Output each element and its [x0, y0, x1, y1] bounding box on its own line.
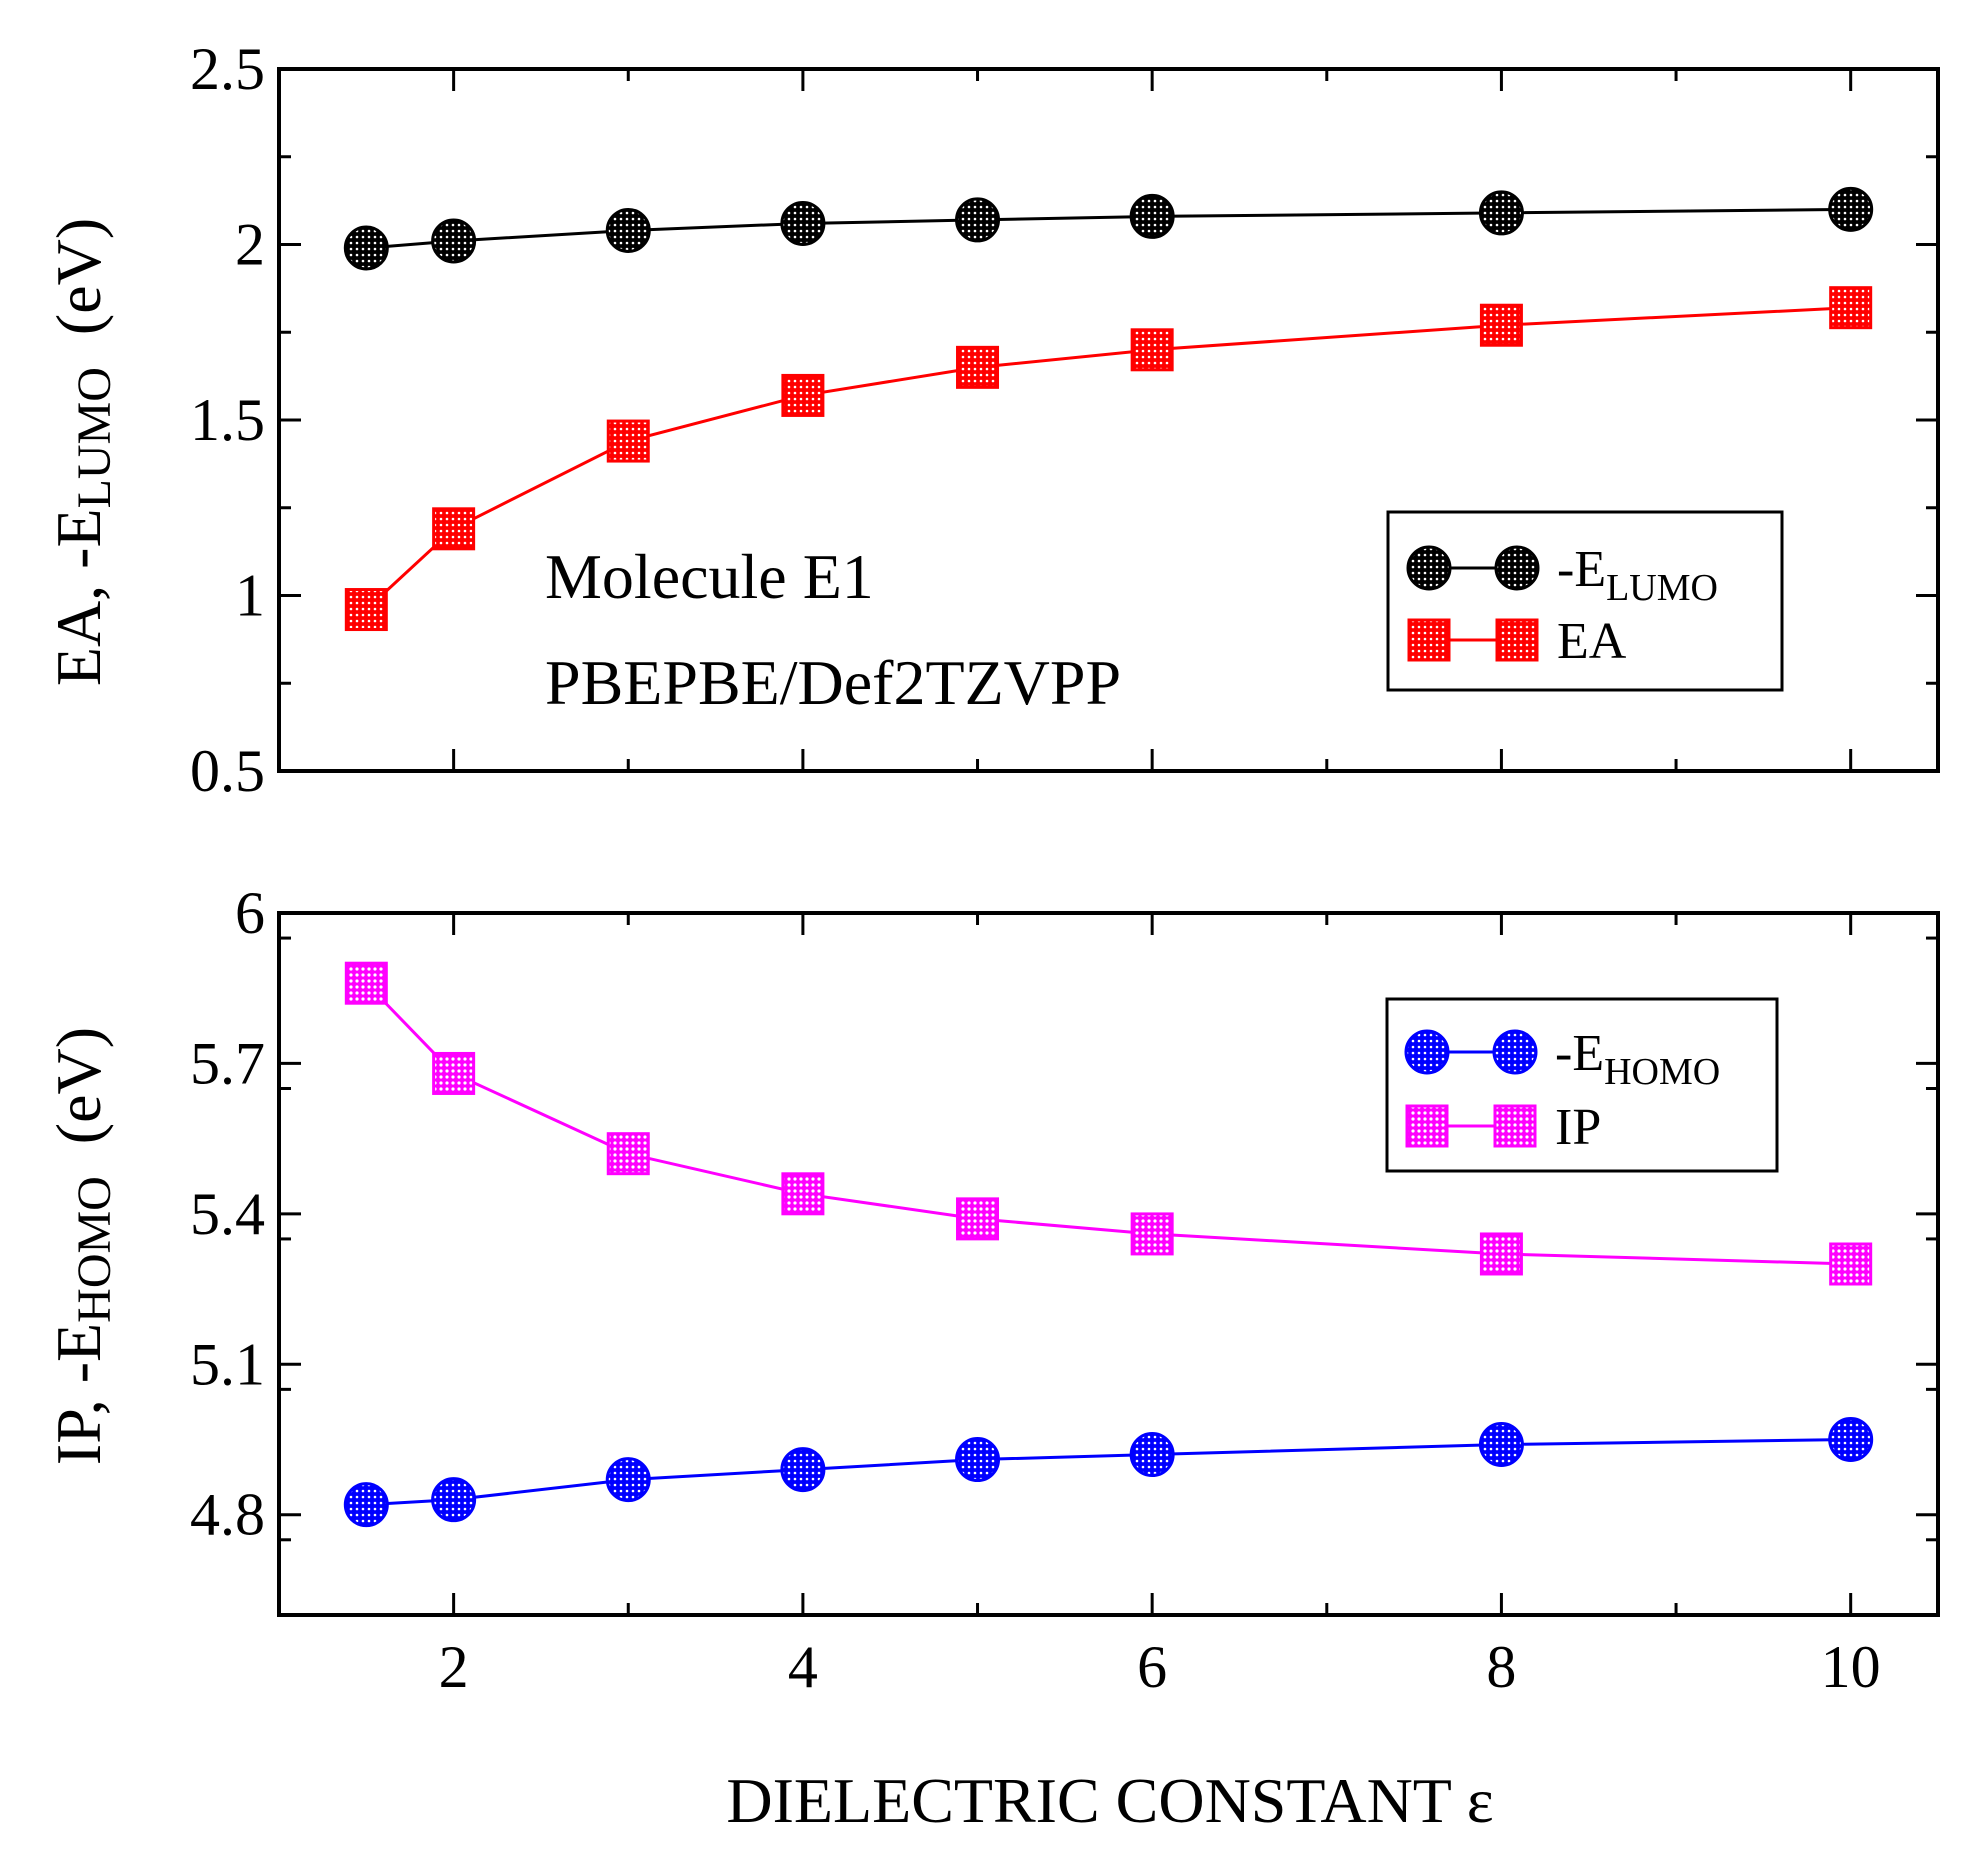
legend-label-main: IP — [1555, 1099, 1601, 1156]
top-ticks: 0.5 1 1.5 2 2.5 — [190, 36, 1938, 804]
bottom-series-1-point — [606, 1132, 650, 1176]
x-tick-label: 6 — [1137, 1634, 1167, 1700]
bottom-y-axis-title: IP, -EHOMO (eV) — [43, 1027, 121, 1465]
top-series-line-0 — [366, 207, 1851, 250]
legend-marker — [1404, 1029, 1450, 1075]
legend-label: -EHOMO — [1555, 1025, 1720, 1093]
bottom-ylabel-sub: HOMO — [68, 1176, 121, 1323]
top-series-1-point — [432, 507, 476, 551]
legend-marker — [1406, 545, 1452, 591]
top-series-0-point — [343, 225, 389, 271]
legend-marker — [1494, 545, 1540, 591]
top-series — [343, 186, 1874, 632]
annotation-method: PBEPBE/Def2TZVPP — [545, 647, 1121, 718]
bottom-legend-box — [1385, 997, 1779, 1173]
y-tick-label: 5.4 — [190, 1181, 265, 1247]
y-tick-label: 5.1 — [190, 1331, 265, 1397]
bottom-series-0-point — [1129, 1432, 1175, 1478]
top-ylabel-prefix: EA, -E — [43, 508, 114, 686]
bottom-series-1-point — [956, 1197, 1000, 1241]
y-tick-label: 2.5 — [190, 36, 265, 102]
bottom-ylabel-suffix: (eV) — [43, 1027, 114, 1176]
legend-marker — [1493, 1104, 1537, 1148]
x-axis-title: DIELECTRIC CONSTANT ε — [726, 1765, 1493, 1836]
bottom-series-1-point — [432, 1051, 476, 1095]
y-tick-label: 1 — [235, 563, 265, 629]
top-series-line-1 — [365, 306, 1851, 611]
top-series-1-point — [956, 345, 1000, 389]
bottom-series-1-point — [781, 1172, 825, 1216]
top-series-0-point — [1129, 193, 1175, 239]
top-series-1-point — [1479, 303, 1523, 347]
top-series-1-point — [1130, 328, 1174, 372]
legend-marker — [1492, 1029, 1538, 1075]
x-tick-label: 8 — [1486, 1634, 1516, 1700]
legend-label-main: EA — [1557, 613, 1627, 670]
annotation-molecule: Molecule E1 — [545, 541, 874, 612]
top-y-axis-title: EA, -ELUMO (eV) — [43, 218, 121, 686]
y-tick-label: 0.5 — [190, 738, 265, 804]
top-series-1-point — [781, 373, 825, 417]
bottom-series-0-point — [1828, 1417, 1874, 1462]
y-tick-label: 6 — [235, 880, 265, 946]
legend-label-main: -E — [1555, 1025, 1604, 1082]
legend-label-sub: LUMO — [1606, 567, 1718, 609]
bottom-ylabel-prefix: IP, -E — [43, 1323, 114, 1465]
y-tick-label: 1.5 — [190, 387, 265, 453]
x-tick-label: 4 — [788, 1634, 818, 1700]
bottom-series-0-point — [1478, 1422, 1524, 1468]
bottom-series-line-0 — [366, 1438, 1851, 1507]
bottom-series-0-point — [605, 1457, 651, 1503]
y-tick-label: 5.7 — [190, 1030, 265, 1096]
top-ylabel-suffix: (eV) — [43, 218, 114, 367]
legend-label: EA — [1557, 613, 1627, 670]
legend-label: -ELUMO — [1557, 541, 1718, 609]
top-series-0-point — [1828, 186, 1874, 232]
top-panel: 0.5 1 1.5 2 2.5 Molecule E1 PBEPBE/Def2TZVPP… — [43, 36, 1940, 804]
bottom-plot-frame — [277, 911, 1940, 1617]
top-legend-box — [1386, 510, 1784, 692]
legend-label-main: -E — [1557, 541, 1606, 598]
top-series-0-point — [955, 197, 1001, 243]
legend-marker — [1405, 1104, 1449, 1148]
legend-label: IP — [1555, 1099, 1601, 1156]
bottom-series-0-point — [780, 1447, 826, 1493]
legend-label-sub: HOMO — [1604, 1051, 1720, 1093]
top-series-0-point — [605, 207, 651, 253]
bottom-series-line-1 — [365, 982, 1851, 1266]
bottom-panel: 2 4 6 8 104.85.15.45.76 IP, -EHOMO (eV) DIEL… — [43, 880, 1940, 1836]
bottom-series-0-point — [955, 1437, 1001, 1483]
bottom-series-0-point — [343, 1482, 389, 1528]
y-tick-label: 2 — [235, 212, 265, 278]
x-tick-label: 2 — [439, 1634, 469, 1700]
top-series-0-point — [780, 200, 826, 246]
top-series-1-point — [606, 419, 650, 463]
y-tick-label: 4.8 — [190, 1482, 265, 1548]
top-series-0-point — [1478, 190, 1524, 236]
x-tick-label: 10 — [1821, 1634, 1881, 1700]
legend-marker — [1407, 618, 1451, 662]
top-series-1-point — [1829, 286, 1873, 330]
bottom-series-1-point — [1479, 1232, 1523, 1276]
bottom-series-0-point — [431, 1477, 477, 1523]
bottom-series-1-point — [1829, 1242, 1873, 1286]
bottom-series-1-point — [344, 961, 388, 1005]
top-series-0-point — [431, 218, 477, 264]
bottom-ticks: 2 4 6 8 10 4.8 5.1 5.4 5.7 6 — [190, 880, 1938, 1700]
top-ylabel-sub: LUMO — [68, 367, 121, 508]
top-series-1-point — [344, 588, 388, 632]
legend-marker — [1495, 618, 1539, 662]
bottom-series-1-point — [1130, 1212, 1174, 1256]
bottom-series — [343, 961, 1874, 1528]
